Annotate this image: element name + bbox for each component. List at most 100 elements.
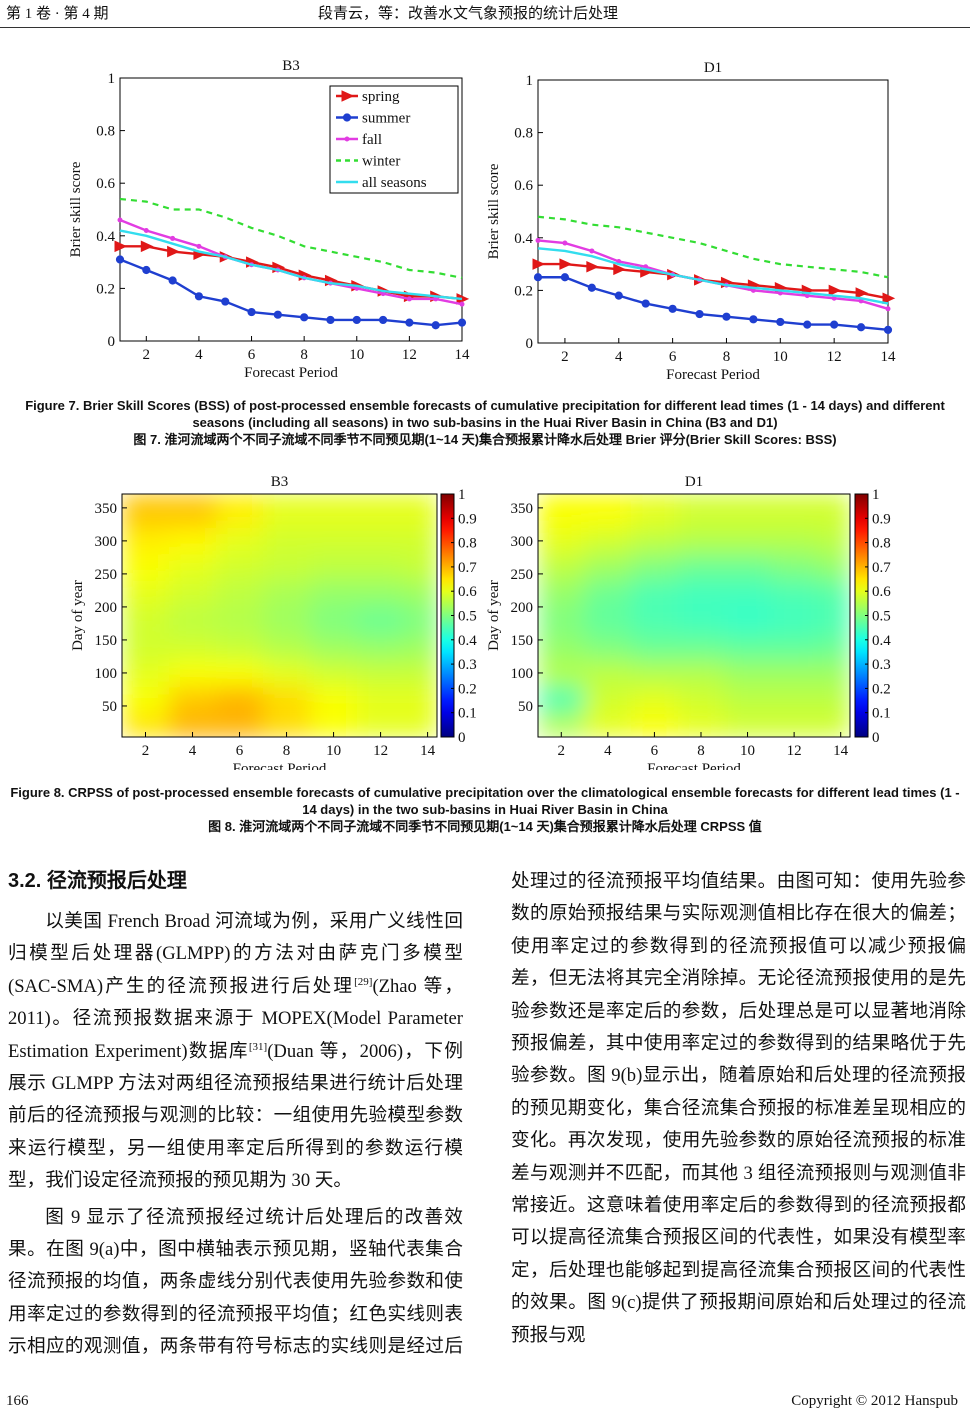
heatmap-cell (263, 527, 311, 555)
marker (300, 313, 309, 322)
heatmap-cell (817, 686, 850, 714)
colorbar-tick-label: 0.6 (872, 584, 891, 600)
colorbar-tick-label: 0 (872, 730, 880, 746)
heatmap-cell (770, 527, 818, 555)
heatmap-cell (263, 633, 311, 661)
heatmap-cell (169, 527, 217, 555)
marker (344, 136, 350, 142)
plot-frame (537, 79, 889, 344)
y-tick-label: 350 (511, 501, 534, 517)
colorbar-tick-label: 0.3 (458, 657, 477, 673)
marker (533, 273, 543, 282)
heatmap-cell (310, 633, 358, 661)
colorbar-tick-label: 0.3 (872, 657, 891, 673)
heatmap-cell (677, 686, 725, 714)
text-run: 图 9 显示了径流预报经过统计后处理后的改善效果。在图 9(a)中，图中横轴表示… (8, 871, 966, 1358)
heatmap-cell (677, 527, 725, 555)
colorbar-tick-label: 0.2 (458, 681, 477, 697)
y-tick-label: 0.2 (514, 283, 533, 299)
y-tick-label: 0.6 (96, 176, 115, 192)
running-header-title: 段青云，等：改善水文气象预报的统计后处理 (318, 6, 619, 22)
heatmap-cell (724, 494, 772, 529)
heatmap-cell (310, 606, 358, 634)
heatmap-cell (584, 686, 632, 714)
citation: [31] (248, 1040, 268, 1053)
plot-frame (119, 77, 463, 342)
y-tick-label: 250 (95, 567, 118, 583)
heatmap-cell (631, 659, 679, 687)
y-axis-label: Brier skill score (68, 161, 84, 257)
heatmap-cell (263, 580, 311, 608)
marker (326, 315, 335, 325)
heatmap-cell (357, 554, 405, 582)
figure-8-caption: Figure 8. CRPSS of post-processed ensemb… (10, 784, 960, 835)
heatmap-cell (169, 606, 217, 634)
heatmap-cell (584, 527, 632, 555)
heatmap-cells (538, 494, 850, 737)
heatmap-cell (677, 633, 725, 661)
heatmap-cell (357, 686, 405, 714)
colorbar-tick-label: 0.5 (458, 609, 477, 625)
colorbar-tick-label: 0.4 (872, 633, 891, 649)
text-run: (Duan 等，2006)，下例展示 GLMPP 方法对两组径流预报结果进行统计… (8, 1040, 463, 1192)
marker (830, 320, 839, 329)
heatmap-cell (538, 686, 586, 714)
heatmap-cell (122, 494, 170, 529)
colorbar-tick-label: 0.2 (872, 681, 891, 697)
colorbar-tick-label: 0.6 (458, 584, 477, 600)
heatmap-cell (538, 580, 586, 608)
heatmap-cell (310, 580, 358, 608)
series-line (119, 258, 463, 327)
heatmap-cell (404, 686, 437, 714)
marker (586, 260, 600, 273)
colorbar-tick-label: 1 (872, 487, 880, 503)
legend-label: summer (362, 111, 410, 127)
plot-frame (121, 493, 438, 738)
heatmap-cell (677, 580, 725, 608)
heatmap-cell (216, 527, 264, 555)
y-tick-label: 200 (511, 600, 534, 616)
body-text: 3.2. 径流预报后处理 以美国 French Broad 河流域为例，采用广义… (8, 866, 966, 1386)
text-run: (Zhao 等，2011)。径流预报数据来源于 MOPEX(Model Para… (8, 975, 463, 1062)
heatmap-cell (677, 554, 725, 582)
y-tick-label: 50 (518, 699, 533, 715)
y-tick-label: 0.2 (96, 281, 115, 297)
heatmap-cell (357, 580, 405, 608)
heatmap-cell (538, 633, 586, 661)
heatmap-cell (770, 554, 818, 582)
marker (114, 240, 128, 253)
heatmap-cell (677, 606, 725, 634)
heatmap-cell (817, 580, 850, 608)
colorbar-tick-label: 0.5 (872, 609, 891, 625)
y-tick-label: 1 (526, 73, 534, 89)
heatmap-cell (357, 527, 405, 555)
heatmap-cell (584, 659, 632, 687)
marker (459, 301, 465, 307)
marker (641, 299, 650, 308)
x-tick-label: 4 (615, 349, 623, 365)
colorbar-tick-label: 0.7 (458, 560, 477, 576)
x-tick-label: 14 (455, 347, 471, 363)
heatmap-cell (677, 659, 725, 687)
marker (115, 255, 125, 264)
marker (535, 237, 541, 243)
legend-label: all seasons (362, 175, 427, 191)
heatmap-cell (357, 659, 405, 687)
marker (532, 258, 546, 270)
y-tick-label: 350 (95, 501, 118, 517)
heatmap-cell (817, 659, 850, 687)
running-header-left: 第 1 卷 · 第 4 期 (6, 6, 109, 22)
heatmap-cell (724, 686, 772, 714)
heatmap-cell (724, 554, 772, 582)
y-tick-label: 200 (95, 600, 118, 616)
heatmap-cell (631, 633, 679, 661)
heatmap-cell (263, 554, 311, 582)
marker (247, 307, 256, 317)
marker (221, 297, 230, 306)
marker (855, 287, 869, 299)
marker (431, 321, 440, 330)
y-tick-label: 150 (511, 633, 534, 649)
legend-label: spring (362, 89, 400, 105)
